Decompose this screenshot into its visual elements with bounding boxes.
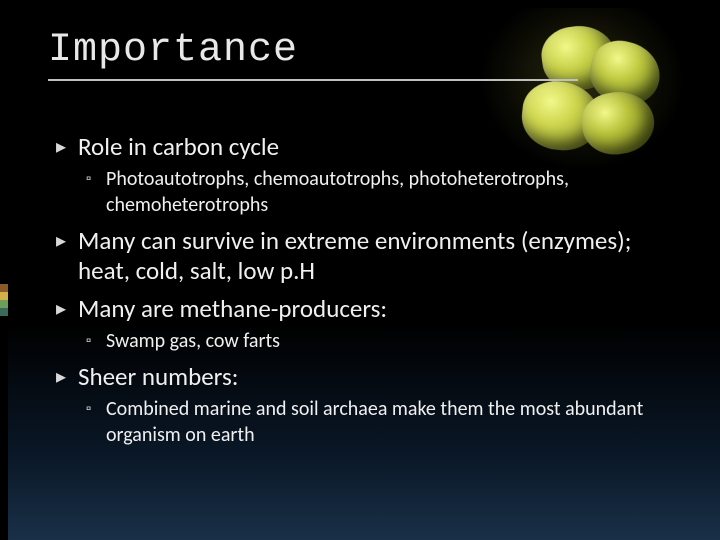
bullet-marker-l2: ▫ <box>86 166 106 192</box>
bullet-marker-l2: ▫ <box>86 396 106 422</box>
bullet-list: ▸Role in carbon cycle▫Photoautotrophs, c… <box>56 132 676 448</box>
bullet-marker-l1: ▸ <box>56 294 78 324</box>
slide-body: ▸Role in carbon cycle▫Photoautotrophs, c… <box>56 132 676 456</box>
bullet-sublist: ▫Photoautotrophs, chemoautotrophs, photo… <box>86 166 676 218</box>
bullet-marker-l2: ▫ <box>86 328 106 354</box>
bullet-text-l2: Photoautotrophs, chemoautotrophs, photoh… <box>106 166 676 218</box>
slide-title: Importance <box>48 28 578 81</box>
accent-segment <box>0 292 8 300</box>
bullet-text-l1: Many are methane-producers: <box>78 294 387 324</box>
bullet-l1: ▸Many can survive in extreme environment… <box>56 226 676 286</box>
bullet-text-l1: Sheer numbers: <box>78 362 238 392</box>
bullet-sublist: ▫Combined marine and soil archaea make t… <box>86 396 676 448</box>
bullet-marker-l1: ▸ <box>56 362 78 392</box>
title-container: Importance <box>48 28 578 81</box>
bullet-l1: ▸Many are methane-producers: ▫Swamp gas, … <box>56 294 676 354</box>
accent-segment <box>0 284 8 292</box>
bullet-l1: ▸Sheer numbers: ▫Combined marine and soil… <box>56 362 676 448</box>
bullet-marker-l1: ▸ <box>56 226 78 256</box>
bullet-l2: ▫Photoautotrophs, chemoautotrophs, photo… <box>86 166 676 218</box>
bullet-text-l2: Swamp gas, cow farts <box>106 328 280 354</box>
bullet-text-l1: Many can survive in extreme environments… <box>78 226 676 286</box>
bullet-marker-l1: ▸ <box>56 132 78 162</box>
bullet-l1: ▸Role in carbon cycle ▫Photoautotrophs, c… <box>56 132 676 218</box>
accent-segment <box>0 316 8 540</box>
accent-segment <box>0 300 8 308</box>
accent-segment <box>0 308 8 316</box>
accent-segment <box>0 0 8 284</box>
accent-bar <box>0 0 8 540</box>
bullet-text-l1: Role in carbon cycle <box>78 132 279 162</box>
bullet-sublist: ▫Swamp gas, cow farts <box>86 328 676 354</box>
bullet-l2: ▫Combined marine and soil archaea make t… <box>86 396 676 448</box>
bullet-text-l2: Combined marine and soil archaea make th… <box>106 396 676 448</box>
bullet-l2: ▫Swamp gas, cow farts <box>86 328 676 354</box>
